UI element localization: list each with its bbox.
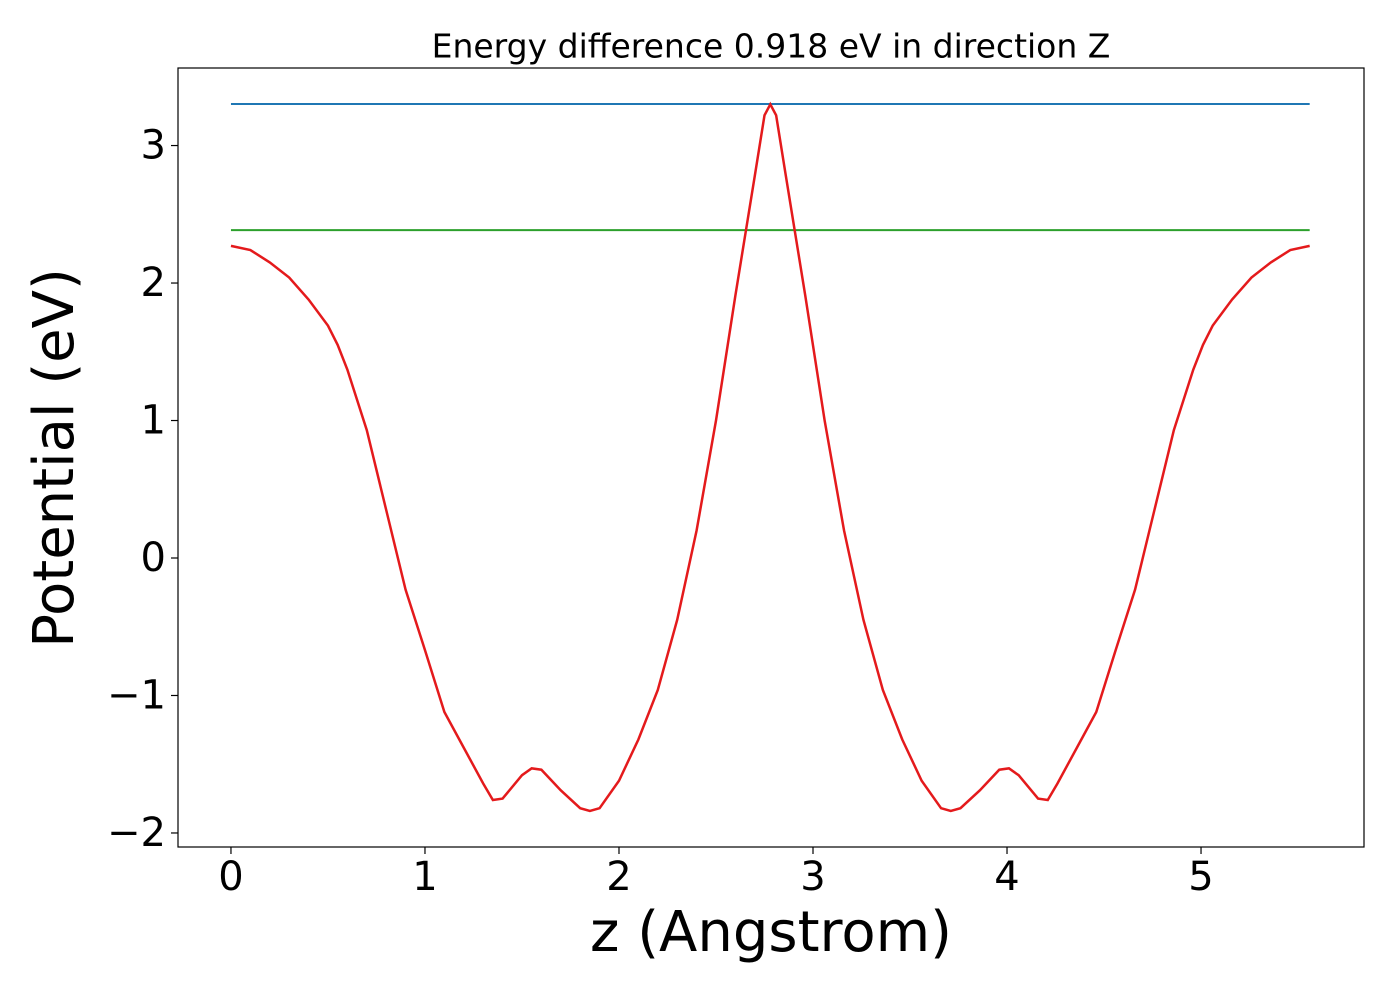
y-tick-label: 0 [141, 535, 166, 581]
line-series [230, 101, 1310, 813]
y-tick-label: −2 [107, 810, 166, 856]
chart-title: Energy difference 0.918 eV in direction … [432, 27, 1111, 66]
y-tick-label: 3 [141, 123, 166, 169]
x-tick-label: 5 [1188, 854, 1213, 900]
plot-frame [177, 67, 1365, 848]
x-tick-label: 3 [800, 854, 825, 900]
x-tick-label: 4 [994, 854, 1019, 900]
y-tick-label: 2 [141, 260, 166, 306]
y-tick-label: 1 [141, 398, 166, 444]
y-tick-label: −1 [107, 672, 166, 718]
x-tick-label: 2 [606, 854, 631, 900]
y-axis-label: Potential (eV) [22, 268, 87, 648]
x-tick-label: 0 [218, 854, 243, 900]
x-axis-label: z (Angstrom) [590, 900, 952, 965]
x-tick-label: 1 [412, 854, 437, 900]
